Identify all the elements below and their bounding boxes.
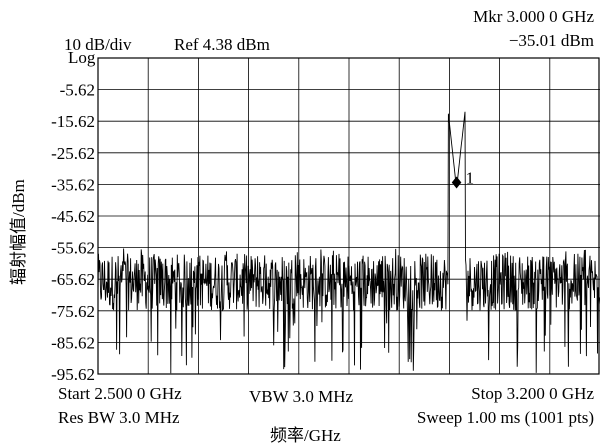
sweep-time: Sweep 1.00 ms (1001 pts): [417, 409, 594, 427]
y-tick-label: -85.62: [51, 333, 95, 352]
scale-mode-label: Log: [68, 49, 95, 67]
y-tick-label: -75.62: [51, 302, 95, 321]
marker-group: 1: [452, 168, 474, 188]
y-tick-label: -65.62: [51, 270, 95, 289]
marker-diamond: [452, 176, 462, 188]
resolution-bandwidth: Res BW 3.0 MHz: [58, 409, 180, 427]
y-tick-labels: -5.62 -15.62 -25.62 -35.62 -45.62 -55.62 -65.6…: [51, 81, 95, 384]
x-axis-title: 频率/GHz: [270, 427, 341, 445]
video-bandwidth: VBW 3.0 MHz: [249, 388, 353, 406]
y-tick-label: -5.62: [60, 81, 95, 100]
y-tick-label: -95.62: [51, 365, 95, 384]
plot-grid: [98, 58, 600, 374]
stop-frequency: Stop 3.200 0 GHz: [471, 385, 594, 403]
y-tick-label: -55.62: [51, 239, 95, 258]
y-tick-label: -25.62: [51, 144, 95, 163]
y-tick-label: -15.62: [51, 112, 95, 131]
y-tick-label: -45.62: [51, 207, 95, 226]
marker-label: 1: [466, 168, 475, 187]
y-tick-label: -35.62: [51, 175, 95, 194]
start-frequency: Start 2.500 0 GHz: [58, 385, 182, 403]
